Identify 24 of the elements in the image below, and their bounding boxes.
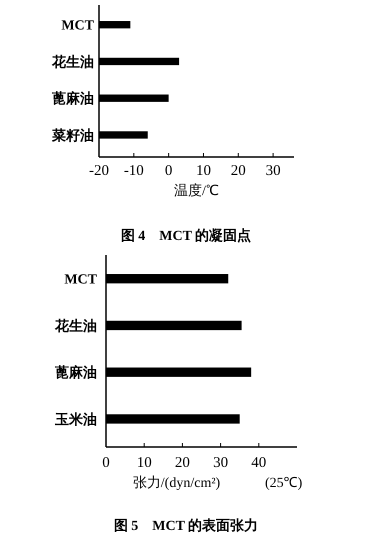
x-axis-title: 张力/(dyn/cm²) bbox=[132, 475, 221, 491]
y-tick-label: 蓖麻油 bbox=[51, 90, 94, 108]
x-tick-label: 20 bbox=[174, 455, 190, 471]
text: (25℃) bbox=[265, 476, 303, 491]
y-tick-label: MCT bbox=[61, 18, 95, 34]
y-tick-label: 蓖麻油 bbox=[54, 364, 97, 382]
x-tick-label: -20 bbox=[89, 163, 109, 179]
x-tick-label: 40 bbox=[251, 455, 266, 471]
x-tick-label: 10 bbox=[136, 455, 152, 471]
y-tick-label: 花生油 bbox=[54, 318, 97, 334]
x-tick-label: 10 bbox=[196, 163, 211, 179]
y-tick-label: 花生油 bbox=[51, 54, 94, 70]
x-axis-title: 温度/℃ bbox=[174, 183, 219, 199]
text: 图 4 MCT 的凝固点 bbox=[120, 228, 252, 244]
y-tick-label: 菜籽油 bbox=[51, 128, 94, 144]
x-tick-label: 30 bbox=[266, 163, 281, 179]
y-tick-label: 玉米油 bbox=[54, 412, 97, 428]
x-tick-label: 0 bbox=[102, 455, 110, 471]
x-tick-label: 0 bbox=[164, 163, 172, 179]
x-tick-label: 30 bbox=[213, 455, 228, 471]
y-tick-label: MCT bbox=[64, 272, 98, 288]
x-tick-label: 20 bbox=[230, 163, 246, 179]
x-tick-label: -10 bbox=[124, 163, 144, 179]
text: 图 5 MCT 的表面张力 bbox=[114, 518, 258, 534]
